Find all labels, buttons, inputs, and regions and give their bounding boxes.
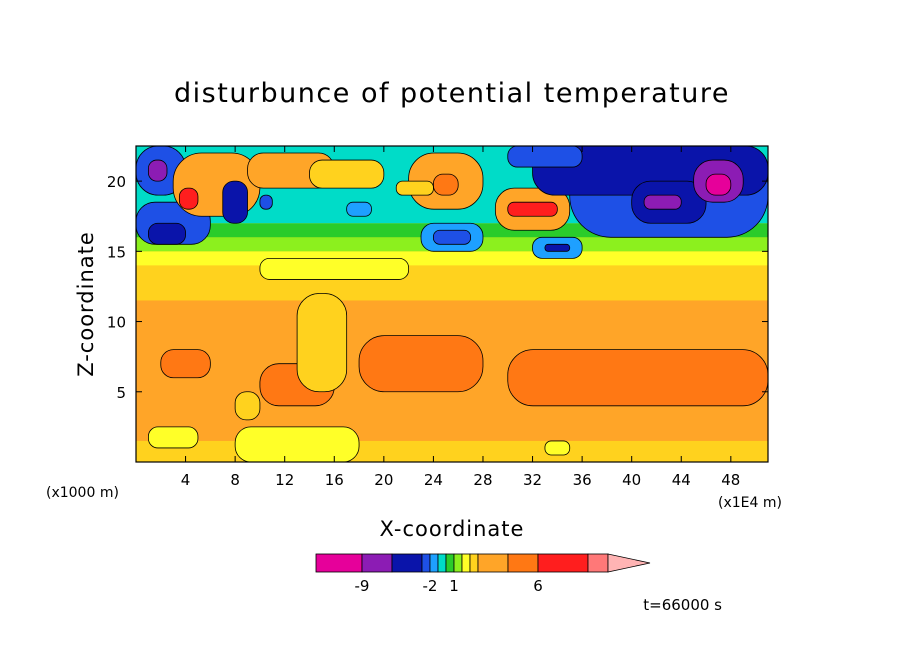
colorbar-box-7 xyxy=(453,553,463,573)
colorbar-box-12 xyxy=(537,553,589,573)
x-tick-label-6: 28 xyxy=(473,471,492,489)
contour-region-8 xyxy=(147,426,199,449)
y-tick-label-1: 10 xyxy=(107,314,126,332)
contour-region-17 xyxy=(147,222,186,245)
x-axis-label: X-coordinate xyxy=(380,517,525,541)
contour-region-6 xyxy=(358,335,484,393)
y-tick-label-0: 5 xyxy=(116,384,126,402)
contour-region-9 xyxy=(234,426,360,462)
x-tick-label-3: 16 xyxy=(325,471,344,489)
contour-region-43 xyxy=(296,293,348,393)
contour-field xyxy=(136,146,768,462)
x-tick-label-4: 20 xyxy=(374,471,393,489)
x-tick-label-11: 48 xyxy=(721,471,740,489)
colorbar-box-8 xyxy=(461,553,471,573)
contour-region-2 xyxy=(136,265,768,301)
x-tick-label-8: 36 xyxy=(573,471,592,489)
colorbar-box-6 xyxy=(445,553,455,573)
x-unit-label: (x1E4 m) xyxy=(718,495,782,511)
colorbar-box-3 xyxy=(421,553,431,573)
x-tick-label-5: 24 xyxy=(424,471,443,489)
colorbar: -9 -2 1 6 xyxy=(315,553,651,595)
colorbar-label-1: -2 xyxy=(423,577,438,595)
y-tick-label-2: 15 xyxy=(107,243,126,261)
colorbar-label-3: 6 xyxy=(533,577,543,595)
contour-region-21 xyxy=(178,187,199,210)
colorbar-box-11 xyxy=(507,553,539,573)
contour-region-19 xyxy=(147,159,168,182)
contour-region-35 xyxy=(544,243,571,252)
contour-region-42 xyxy=(507,146,583,168)
y-axis: 5 10 15 20 xyxy=(107,173,768,402)
y-tick-label-3: 20 xyxy=(107,173,126,191)
colorbar-box-5 xyxy=(437,553,447,573)
colorbar-box-0 xyxy=(315,553,363,573)
colorbar-box-1 xyxy=(361,553,393,573)
colorbar-box-13 xyxy=(587,553,609,573)
time-label: t=66000 s xyxy=(643,596,722,614)
contour-region-4 xyxy=(160,349,211,379)
contour-region-44 xyxy=(234,391,261,421)
colorbar-extension xyxy=(607,553,651,573)
contour-region-39 xyxy=(643,194,682,210)
colorbar-label-0: -9 xyxy=(355,577,370,595)
colorbar-box-2 xyxy=(391,553,423,573)
x-tick-label-0: 4 xyxy=(181,471,191,489)
contour-region-23 xyxy=(309,159,385,189)
contour-region-33 xyxy=(507,201,558,217)
contour-region-26 xyxy=(346,201,372,217)
x-tick-label-7: 32 xyxy=(523,471,542,489)
x-axis: 4 8 12 16 20 24 28 32 36 40 44 48 xyxy=(181,146,740,489)
colorbar-box-4 xyxy=(429,553,439,573)
contour-region-28 xyxy=(433,173,459,196)
x-tick-label-10: 44 xyxy=(672,471,691,489)
x-tick-label-1: 8 xyxy=(230,471,240,489)
chart-title: disturbunce of potential temperature xyxy=(174,78,730,109)
x-tick-label-9: 40 xyxy=(622,471,641,489)
contour-region-11 xyxy=(136,251,768,266)
y-axis-label: Z-coordinate xyxy=(74,231,98,377)
contour-region-10 xyxy=(544,440,571,456)
contour-region-31 xyxy=(433,229,471,245)
contour-region-29 xyxy=(395,180,434,196)
contour-region-24 xyxy=(222,180,248,224)
plot-frame xyxy=(135,145,769,463)
y-unit-label: (x1000 m) xyxy=(46,485,119,501)
contour-region-7 xyxy=(507,349,768,407)
colorbar-box-9 xyxy=(469,553,479,573)
contour-region-41 xyxy=(705,173,732,196)
colorbar-box-10 xyxy=(477,553,509,573)
x-tick-label-2: 12 xyxy=(275,471,294,489)
contour-region-13 xyxy=(259,257,410,280)
contour-region-1 xyxy=(136,440,768,462)
contour-region-25 xyxy=(259,194,273,210)
colorbar-label-2: 1 xyxy=(449,577,459,595)
